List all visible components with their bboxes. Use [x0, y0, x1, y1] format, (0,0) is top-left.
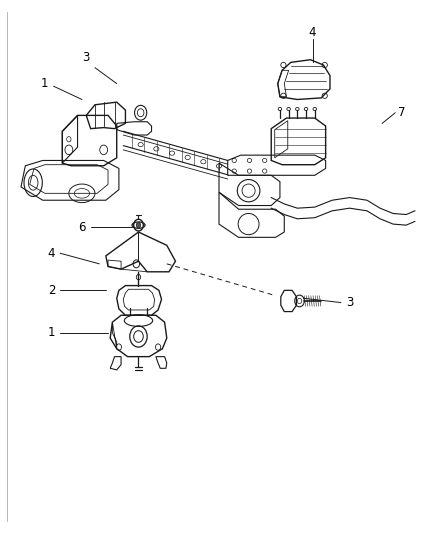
Text: 1: 1 — [41, 77, 49, 90]
Text: 4: 4 — [309, 26, 316, 38]
Text: 3: 3 — [346, 296, 353, 309]
Text: 7: 7 — [398, 106, 406, 119]
Text: 2: 2 — [48, 284, 55, 297]
Text: 1: 1 — [48, 326, 55, 340]
Ellipse shape — [136, 222, 141, 228]
Text: 4: 4 — [48, 247, 55, 260]
Text: 6: 6 — [78, 221, 86, 234]
Text: 3: 3 — [83, 51, 90, 63]
